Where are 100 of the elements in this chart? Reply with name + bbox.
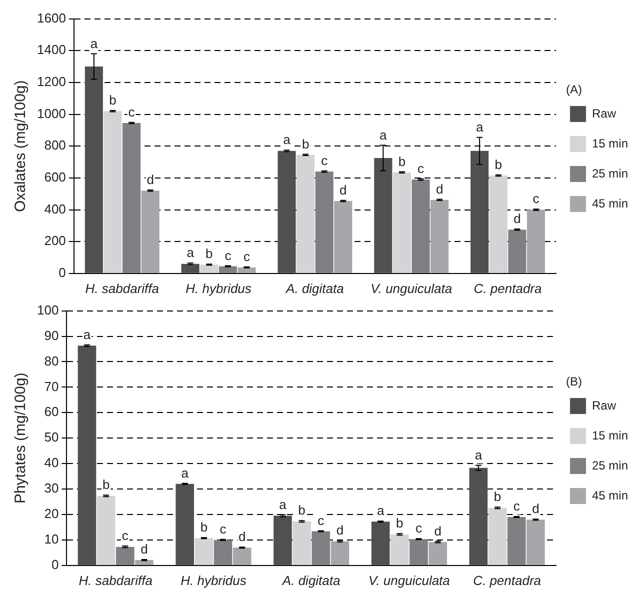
- bar: [84, 66, 103, 273]
- data-label: a: [181, 465, 190, 480]
- bar: [232, 548, 252, 565]
- data-label: a: [279, 496, 288, 512]
- x-tick-label: H. hybridus: [180, 572, 247, 588]
- bar: [278, 150, 296, 273]
- data-label: a: [380, 127, 388, 142]
- x-tick-label: C. pentadra: [474, 280, 542, 296]
- y-tick-label: 20: [44, 506, 59, 522]
- data-label: b: [109, 92, 116, 108]
- data-label: d: [238, 529, 246, 544]
- data-label: a: [90, 36, 98, 51]
- legend-label: 45 min: [592, 488, 628, 502]
- y-tick-label: 100: [36, 302, 59, 318]
- bar: [392, 172, 411, 273]
- y-tick-label: 0: [51, 556, 59, 572]
- data-label: c: [122, 528, 129, 544]
- bar: [330, 541, 350, 565]
- legend-label: 45 min: [592, 196, 628, 210]
- x-tick-label: A. digitata: [281, 572, 340, 588]
- x-tick-label: H. sabdariffa: [78, 572, 152, 588]
- y-tick-label: 50: [44, 430, 59, 445]
- bar: [526, 210, 545, 273]
- bar: [488, 508, 507, 565]
- data-label: d: [140, 542, 148, 557]
- bar: [334, 201, 352, 273]
- data-label: c: [321, 153, 328, 168]
- data-label: b: [396, 516, 404, 531]
- bar: [78, 346, 96, 565]
- data-label: b: [206, 246, 213, 262]
- bar: [371, 522, 390, 565]
- bar: [374, 158, 392, 273]
- bar: [135, 560, 154, 565]
- y-tick-label: 800: [44, 138, 66, 153]
- data-label: d: [436, 181, 444, 196]
- data-label: c: [513, 498, 520, 514]
- data-label: d: [434, 523, 442, 538]
- bar: [412, 180, 430, 273]
- legend-label: 15 min: [592, 136, 628, 150]
- bar: [470, 150, 489, 273]
- data-label: b: [200, 520, 208, 535]
- y-tick-label: 1000: [37, 106, 66, 121]
- bar: [428, 542, 447, 565]
- legend-label: Raw: [592, 398, 616, 412]
- data-label: b: [302, 136, 310, 152]
- bar: [96, 496, 116, 565]
- y-tick-label: 1400: [37, 42, 66, 58]
- legend-label: 25 min: [592, 166, 628, 180]
- bar: [489, 176, 508, 273]
- data-label: a: [376, 503, 385, 518]
- data-label: d: [514, 211, 521, 226]
- data-label: c: [415, 520, 422, 536]
- x-tick-label: H. sabdariffa: [85, 280, 159, 296]
- bar: [141, 190, 160, 273]
- data-label: a: [283, 132, 292, 148]
- data-label: c: [128, 104, 136, 120]
- data-label: b: [398, 154, 406, 169]
- y-tick-label: 60: [44, 404, 59, 420]
- bar: [292, 521, 311, 565]
- y-tick-label: 400: [44, 201, 66, 216]
- bar: [116, 546, 134, 565]
- bar: [526, 520, 545, 565]
- bar: [214, 540, 232, 565]
- bar: [176, 484, 194, 565]
- y-tick-label: 80: [44, 353, 59, 368]
- x-tick-label: V. unguiculata: [368, 572, 450, 588]
- data-label: d: [336, 522, 344, 538]
- bar: [315, 172, 334, 273]
- data-label: b: [102, 477, 110, 492]
- bar: [200, 264, 218, 273]
- legend-label: 25 min: [592, 458, 628, 472]
- x-tick-label: H. hybridus: [186, 280, 252, 296]
- data-label: c: [418, 160, 425, 176]
- bar: [508, 230, 526, 273]
- y-tick-label: 200: [44, 233, 66, 248]
- y-tick-label: 90: [44, 328, 59, 343]
- data-label: c: [318, 512, 325, 528]
- bar: [122, 123, 141, 273]
- bar: [296, 154, 315, 273]
- text: (A): [566, 82, 582, 96]
- data-label: c: [220, 522, 227, 537]
- x-tick-label: C. pentadra: [473, 572, 542, 588]
- y-tick-label: 1600: [37, 10, 66, 26]
- data-label: b: [298, 502, 306, 518]
- bar: [194, 538, 214, 565]
- bar: [104, 111, 122, 273]
- bar: [274, 516, 292, 565]
- y-tick-label: 40: [44, 455, 59, 470]
- data-label: d: [340, 182, 347, 198]
- legend-label: Raw: [592, 106, 616, 120]
- bar: [238, 267, 256, 273]
- x-tick-label: V. unguiculata: [370, 280, 452, 296]
- bar: [390, 534, 409, 565]
- y-tick-label: 70: [44, 378, 59, 394]
- text: (B): [566, 374, 582, 388]
- bar: [410, 539, 428, 565]
- bar: [181, 264, 200, 273]
- bar: [430, 200, 449, 273]
- data-label: c: [224, 248, 232, 263]
- y-tick-label: 10: [44, 532, 59, 547]
